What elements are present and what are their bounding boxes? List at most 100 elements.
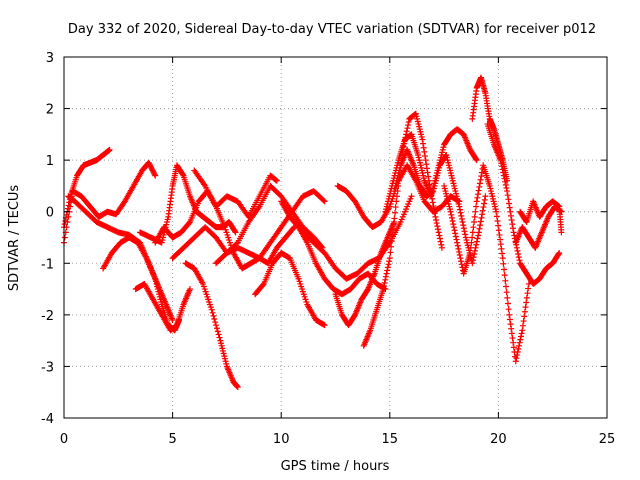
series-track-24 <box>517 198 565 236</box>
data-point <box>505 306 512 313</box>
data-point <box>437 238 444 245</box>
data-point <box>388 243 395 250</box>
series-track-10 <box>191 167 280 220</box>
data-point <box>405 118 412 125</box>
data-point <box>509 335 516 342</box>
data-point <box>508 325 515 332</box>
data-point <box>516 257 523 264</box>
data-point <box>186 286 193 293</box>
series-track-9 <box>182 260 241 391</box>
chart-title: Day 332 of 2020, Sidereal Day-to-day VTE… <box>68 22 596 37</box>
y-axis-label: SDTVAR / TECUs <box>7 185 22 292</box>
data-point <box>212 319 219 326</box>
data-point <box>516 342 523 349</box>
data-point <box>231 228 238 235</box>
data-point <box>473 238 480 245</box>
data-point <box>473 241 480 248</box>
data-point <box>481 200 488 207</box>
series-track-14 <box>299 193 415 282</box>
data-point <box>506 316 513 323</box>
data-point <box>380 282 387 289</box>
data-point <box>493 213 500 220</box>
y-tick-label: -2 <box>41 309 54 324</box>
series-track-3 <box>65 193 176 324</box>
data-point <box>508 216 515 223</box>
data-point <box>495 222 502 229</box>
data-point <box>460 222 467 229</box>
data-point <box>480 204 487 211</box>
data-point <box>436 235 443 242</box>
series-track-22 <box>484 121 563 287</box>
data-markers <box>61 74 565 391</box>
data-point <box>505 196 512 203</box>
data-point <box>234 384 241 391</box>
data-point <box>506 204 513 211</box>
data-point <box>456 206 463 213</box>
x-tick-label: 25 <box>599 432 616 447</box>
axis-ticks: 0 5 10 15 20 25 -4 -3 -2 -1 0 1 2 3 <box>41 51 615 447</box>
data-point <box>469 260 476 267</box>
data-point <box>433 216 440 223</box>
data-point <box>515 251 522 258</box>
data-point <box>471 247 478 254</box>
data-point <box>514 352 521 359</box>
y-tick-label: 3 <box>46 51 54 66</box>
data-point <box>63 224 70 231</box>
data-point <box>431 210 438 217</box>
data-point <box>419 136 426 143</box>
data-point <box>498 245 505 252</box>
data-point <box>462 231 469 238</box>
data-point <box>214 328 221 335</box>
data-point <box>504 192 511 199</box>
data-point <box>151 171 158 178</box>
data-point <box>503 283 510 290</box>
data-point <box>449 217 456 224</box>
data-point <box>479 211 486 218</box>
data-point <box>512 358 519 365</box>
data-point <box>521 313 528 320</box>
data-point <box>421 148 428 155</box>
data-point <box>435 226 442 233</box>
data-point <box>475 187 482 194</box>
data-point <box>382 276 389 283</box>
data-point <box>514 348 521 355</box>
data-point <box>405 122 412 129</box>
data-point <box>422 157 429 164</box>
y-tick-label: -1 <box>41 257 54 272</box>
data-point <box>447 208 454 215</box>
data-point <box>499 255 506 262</box>
data-point <box>522 304 529 311</box>
data-point <box>458 215 465 222</box>
data-point <box>556 249 563 256</box>
data-point <box>498 160 505 167</box>
data-point <box>504 188 511 195</box>
data-point <box>388 238 395 245</box>
data-point <box>391 215 398 222</box>
data-point <box>429 199 436 206</box>
data-point <box>504 300 511 307</box>
data-point <box>502 181 509 188</box>
data-point <box>501 266 508 273</box>
data-point <box>467 249 474 256</box>
data-point <box>232 229 239 236</box>
data-point <box>510 344 517 351</box>
data-point <box>475 229 482 236</box>
data-point <box>432 213 439 220</box>
data-point <box>456 203 463 210</box>
data-point <box>459 219 466 226</box>
data-point <box>420 144 427 151</box>
grid-lines <box>64 57 607 418</box>
data-point <box>495 227 502 234</box>
data-point <box>216 334 223 341</box>
data-point <box>500 172 507 179</box>
x-tick-label: 0 <box>60 432 68 447</box>
data-point <box>469 257 476 264</box>
data-point <box>514 247 521 254</box>
data-point <box>500 169 507 176</box>
data-point <box>211 315 218 322</box>
data-point <box>64 219 71 226</box>
data-point <box>470 224 477 231</box>
data-point <box>507 321 514 328</box>
data-point <box>392 204 399 211</box>
data-point <box>259 281 266 288</box>
